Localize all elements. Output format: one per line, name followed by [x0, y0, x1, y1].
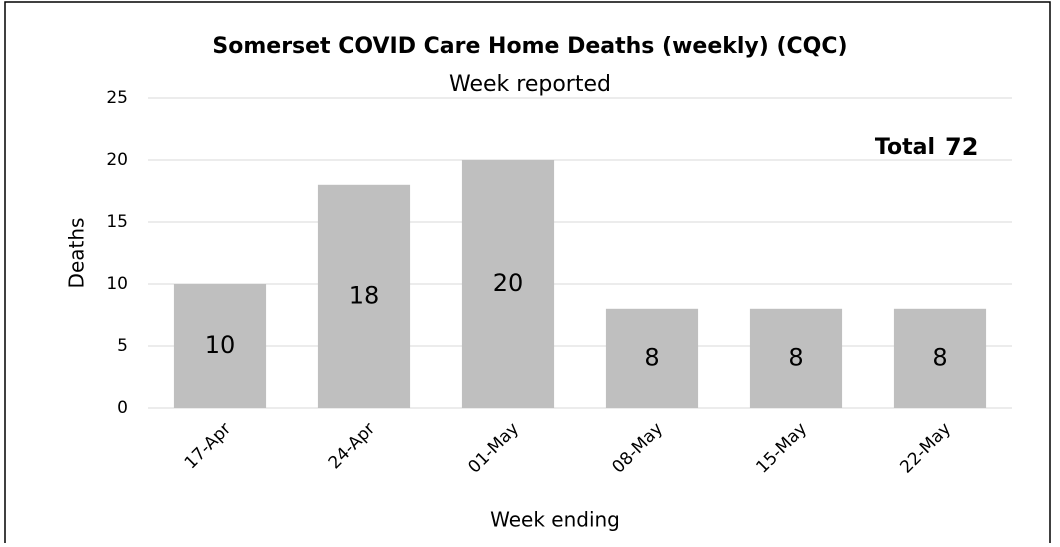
- bar: [461, 160, 555, 408]
- x-axis-label: Week ending: [490, 508, 620, 532]
- annotation-label: Total: [875, 135, 935, 160]
- y-axis-label: Deaths: [65, 218, 89, 289]
- data-label: 20: [493, 269, 524, 297]
- data-label: 8: [932, 343, 947, 371]
- y-tick-label: 5: [117, 336, 128, 356]
- data-label: 18: [349, 281, 380, 309]
- y-tick-label: 20: [106, 150, 128, 170]
- data-label: 10: [205, 331, 236, 359]
- data-label: 8: [644, 343, 659, 371]
- y-tick-label: 15: [106, 212, 128, 232]
- chart-subtitle: Week reported: [449, 72, 611, 97]
- bar: [317, 184, 411, 408]
- bar: [173, 284, 267, 408]
- bar: [893, 308, 987, 408]
- annotation-value: 72: [945, 133, 978, 161]
- chart-title: Somerset COVID Care Home Deaths (weekly)…: [212, 34, 847, 59]
- bar: [605, 308, 699, 408]
- y-tick-label: 25: [106, 88, 128, 108]
- bar: [749, 308, 843, 408]
- data-label: 8: [788, 343, 803, 371]
- y-tick-label: 10: [106, 274, 128, 294]
- y-tick-label: 0: [117, 398, 128, 418]
